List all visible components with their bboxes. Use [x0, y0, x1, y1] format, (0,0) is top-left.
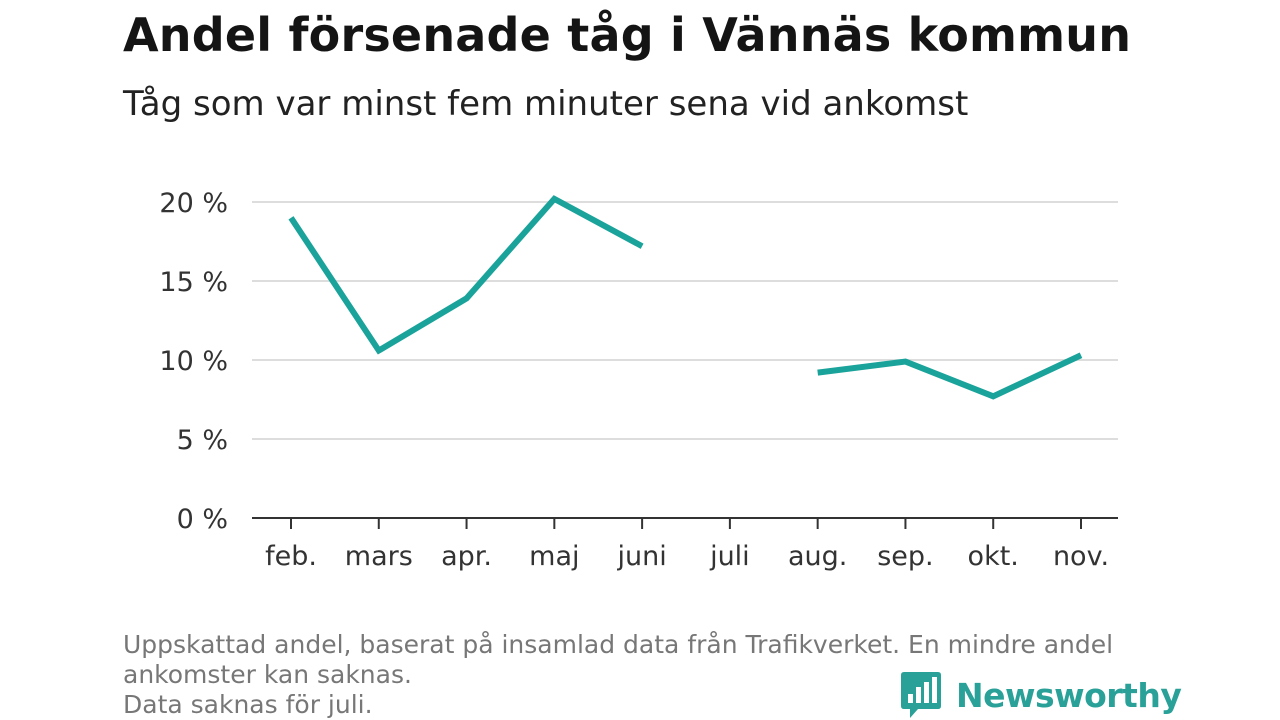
x-tick-label: maj — [529, 541, 579, 572]
y-tick-label: 20 % — [159, 188, 228, 219]
line-chart: 0 % 5 % 10 % 15 % 20 % feb. mars apr. maj juni ju… — [159, 188, 1118, 572]
x-tick-label: sep. — [877, 541, 933, 572]
newsworthy-logo: Newsworthy — [900, 670, 1182, 720]
series-line — [288, 195, 644, 355]
x-tick-label: juni — [616, 541, 666, 572]
footnote: Uppskattad andel, baserat på insamlad da… — [123, 630, 1163, 720]
y-axis-ticks: 0 % 5 % 10 % 15 % 20 % — [159, 188, 228, 535]
y-tick-label: 10 % — [159, 346, 228, 377]
x-tick-label: mars — [345, 541, 413, 572]
y-tick-label: 5 % — [177, 425, 228, 456]
brand-name: Newsworthy — [956, 675, 1182, 715]
y-tick-label: 0 % — [177, 504, 228, 535]
y-tick-label: 15 % — [159, 267, 228, 298]
x-tick-label: nov. — [1053, 541, 1109, 572]
chart-subtitle: Tåg som var minst fem minuter sena vid a… — [123, 84, 969, 124]
x-tick-label: feb. — [265, 541, 317, 572]
series-lines — [288, 195, 1083, 400]
gridlines — [252, 201, 1118, 440]
series-line — [817, 352, 1083, 400]
x-tick-label: aug. — [788, 541, 847, 572]
x-tick-label: okt. — [968, 541, 1019, 572]
x-tick-label: juli — [709, 541, 750, 572]
footnote-line: Data saknas för juli. — [123, 690, 373, 719]
footnote-line: ankomster kan saknas. — [123, 660, 412, 689]
x-axis-ticks: feb. mars apr. maj juni juli aug. sep. okt. nov. — [265, 518, 1109, 572]
chart-title: Andel försenade tåg i Vännäs kommun — [123, 8, 1132, 62]
x-tick-label: apr. — [441, 541, 492, 572]
footnote-line: Uppskattad andel, baserat på insamlad da… — [123, 630, 1114, 659]
newsworthy-logo-icon — [901, 672, 941, 718]
